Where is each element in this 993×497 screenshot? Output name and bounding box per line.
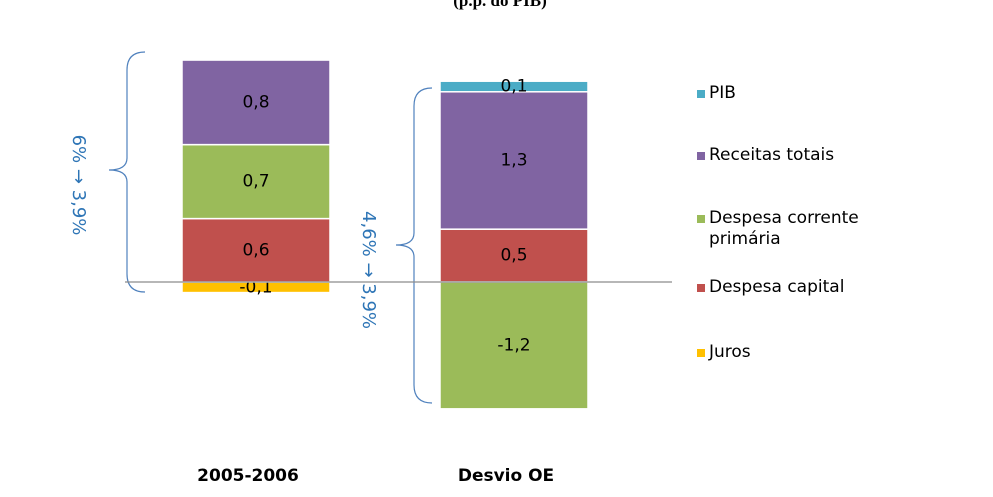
- x-tick-label: 2005-2006: [197, 466, 299, 486]
- x-tick-label: Desvio OE: [458, 466, 554, 486]
- legend-swatch: [697, 215, 705, 223]
- legend-item: PIB: [697, 83, 957, 104]
- legend-swatch: [697, 349, 705, 357]
- legend-label: Despesa corrente primária: [709, 208, 859, 249]
- data-label: 0,7: [242, 172, 269, 192]
- bar-segment: [439, 281, 589, 410]
- bar-segment: [439, 80, 589, 93]
- legend-label: Juros: [709, 342, 751, 362]
- legend-swatch: [697, 152, 705, 160]
- data-label: 1,3: [500, 150, 527, 170]
- data-label: 0,5: [500, 246, 527, 266]
- legend-item: Juros: [697, 342, 957, 363]
- data-label: 0,6: [242, 240, 269, 260]
- legend-item: Despesa capital: [697, 277, 957, 298]
- brace: [108, 51, 146, 293]
- chart-title: (p.p. do PIB): [453, 0, 547, 10]
- legend-item: Receitas totais: [697, 145, 957, 166]
- legend-label: Receitas totais: [709, 145, 835, 165]
- bar-segment: [439, 228, 589, 283]
- bar-segment: [181, 217, 331, 283]
- brace: [395, 87, 433, 404]
- data-label: 0,1: [500, 76, 527, 96]
- bar-segment: [439, 91, 589, 230]
- legend-label: PIB: [709, 83, 736, 103]
- legend-swatch: [697, 284, 705, 292]
- annotation: 4,6% → 3,9%: [358, 211, 379, 329]
- legend-item: Despesa corrente primária: [697, 208, 957, 250]
- legend-label: Despesa capital: [709, 277, 845, 297]
- data-label: 0,8: [242, 92, 269, 112]
- bar-segment: [181, 143, 331, 220]
- legend-swatch: [697, 90, 705, 98]
- data-label: -1,2: [497, 335, 530, 355]
- annotation: 6% → 3,9%: [68, 135, 89, 236]
- bar-segment: [181, 59, 331, 146]
